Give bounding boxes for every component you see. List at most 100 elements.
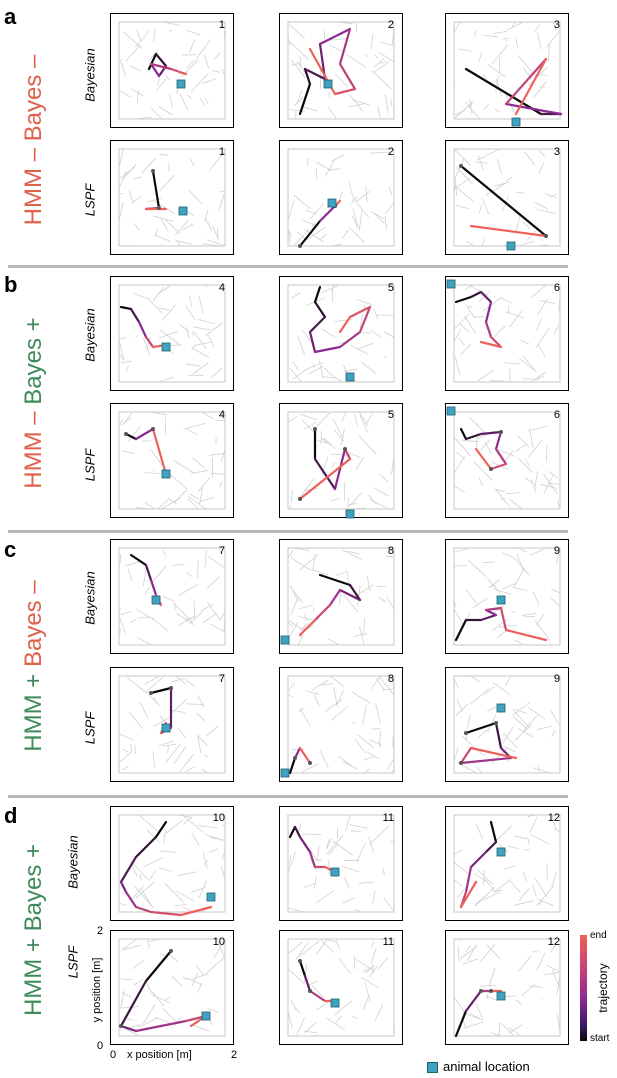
panel-d-l-11: 11 <box>279 930 403 1045</box>
animal-location-marker <box>496 703 506 713</box>
animal-location-marker <box>280 635 290 645</box>
trajectory-vertex <box>169 949 173 953</box>
trajectory-segment <box>288 756 297 775</box>
trajectory-plot <box>118 547 226 646</box>
trajectory-plot <box>280 547 395 646</box>
row-label-bayesian-c: Bayesian <box>82 571 98 625</box>
trajectory-segment <box>514 57 548 116</box>
animal-location-marker <box>161 469 171 479</box>
panel-a-b-3: 3 <box>445 13 569 128</box>
panel-a-b-1: 1 <box>110 13 234 128</box>
panel-number: 5 <box>387 282 394 294</box>
animal-location-marker <box>446 406 456 416</box>
animal-location-marker <box>511 117 521 127</box>
section-d-label-part2: Bayes + <box>20 843 47 932</box>
trajectory-segment <box>318 27 352 46</box>
trajectory-vertex <box>459 761 463 765</box>
animal-location-marker <box>446 279 456 289</box>
trajectory-segment <box>459 427 468 441</box>
trajectory-vertex <box>494 721 498 725</box>
animal-location-marker <box>330 998 340 1008</box>
trajectory-segment <box>469 290 483 299</box>
maze-background <box>287 284 395 383</box>
trajectory-plot <box>118 411 226 510</box>
panel-number: 9 <box>553 673 560 685</box>
trajectory-vertex <box>464 731 468 735</box>
trajectory-segment <box>479 290 493 304</box>
panel-number: 1 <box>218 19 225 31</box>
panel-d-b-11: 11 <box>279 806 403 921</box>
trajectory-segment <box>119 880 128 894</box>
trajectory-segment <box>298 618 317 637</box>
animal-location-marker <box>151 595 161 605</box>
trajectory-vertex <box>157 206 161 210</box>
trajectory-segment <box>313 345 342 354</box>
trajectory-segment <box>464 67 543 116</box>
trajectory-vertex <box>544 234 548 238</box>
panel-number: 3 <box>553 146 560 158</box>
panel-d-l-12: 12 <box>445 930 569 1045</box>
trajectory-segment <box>504 57 548 106</box>
maze-background <box>118 411 226 510</box>
panel-number: 9 <box>553 545 560 557</box>
section-a-label: HMM – Bayes – <box>20 55 48 226</box>
trajectory-segment <box>134 1019 188 1033</box>
trajectory-segment <box>129 553 148 567</box>
panel-number: 8 <box>387 673 394 685</box>
panel-number: 7 <box>218 545 225 557</box>
panel-a-b-2: 2 <box>279 13 403 128</box>
panel-a-l-3: 3 <box>445 140 569 255</box>
y-tick-top: 2 <box>97 925 104 937</box>
trajectory-segment <box>313 285 322 304</box>
animal-location-marker <box>161 723 171 733</box>
panel-number: 2 <box>387 19 394 31</box>
section-b-letter: b <box>4 272 18 297</box>
panel-number: 5 <box>387 409 394 421</box>
trajectory-plot <box>287 814 395 913</box>
trajectory-segment <box>464 432 483 441</box>
trajectory-vertex <box>298 959 302 963</box>
section-d-letter: d <box>4 803 18 828</box>
animal-location-marker <box>345 509 355 519</box>
maze-background <box>453 284 561 383</box>
trajectory-segment <box>147 52 158 71</box>
trajectory-segment <box>298 82 312 116</box>
trajectory-segment <box>298 746 312 765</box>
panel-number: 4 <box>218 409 225 421</box>
trajectory-vertex <box>149 691 153 695</box>
panel-c-l-7: 7 <box>110 667 234 782</box>
trajectory-segment <box>124 890 138 909</box>
animal-location-marker <box>206 892 216 902</box>
trajectory-vertex <box>308 761 312 765</box>
trajectory-segment <box>129 307 141 324</box>
trajectory-segment <box>504 628 548 642</box>
panel-b-l-5: 5 <box>279 403 403 519</box>
x-axis-label: x position [m] <box>127 1049 192 1061</box>
trajectory-vertex <box>124 432 128 436</box>
trajectory-plot <box>118 21 226 120</box>
section-a-letter: a <box>4 4 17 29</box>
trajectory-plot <box>287 411 395 519</box>
panel-number: 12 <box>547 812 560 824</box>
trajectory-plot <box>453 148 561 251</box>
trajectory-segment <box>489 335 503 349</box>
colorbar-title: trajectory <box>596 963 610 1013</box>
row-label-bayesian-a: Bayesian <box>82 48 98 102</box>
panel-number: 10 <box>212 812 225 824</box>
trajectory-vertex <box>489 989 493 993</box>
trajectory-segment <box>134 835 158 859</box>
trajectory-plot <box>118 284 226 383</box>
trajectory-segment <box>489 462 508 471</box>
y-tick-bottom: 0 <box>97 1040 104 1052</box>
trajectory-segment <box>504 102 563 116</box>
animal-location-marker <box>327 198 337 208</box>
trajectory-segment <box>154 52 168 68</box>
trajectory-segment <box>313 603 332 622</box>
trajectory-segment <box>479 613 498 622</box>
trajectory-segment <box>144 563 153 582</box>
maze-background <box>287 148 395 247</box>
colorbar-end-label: end <box>590 930 607 941</box>
panel-a-l-1: 1 <box>110 140 234 255</box>
trajectory-segment <box>144 949 173 983</box>
animal-location-marker <box>323 79 333 89</box>
